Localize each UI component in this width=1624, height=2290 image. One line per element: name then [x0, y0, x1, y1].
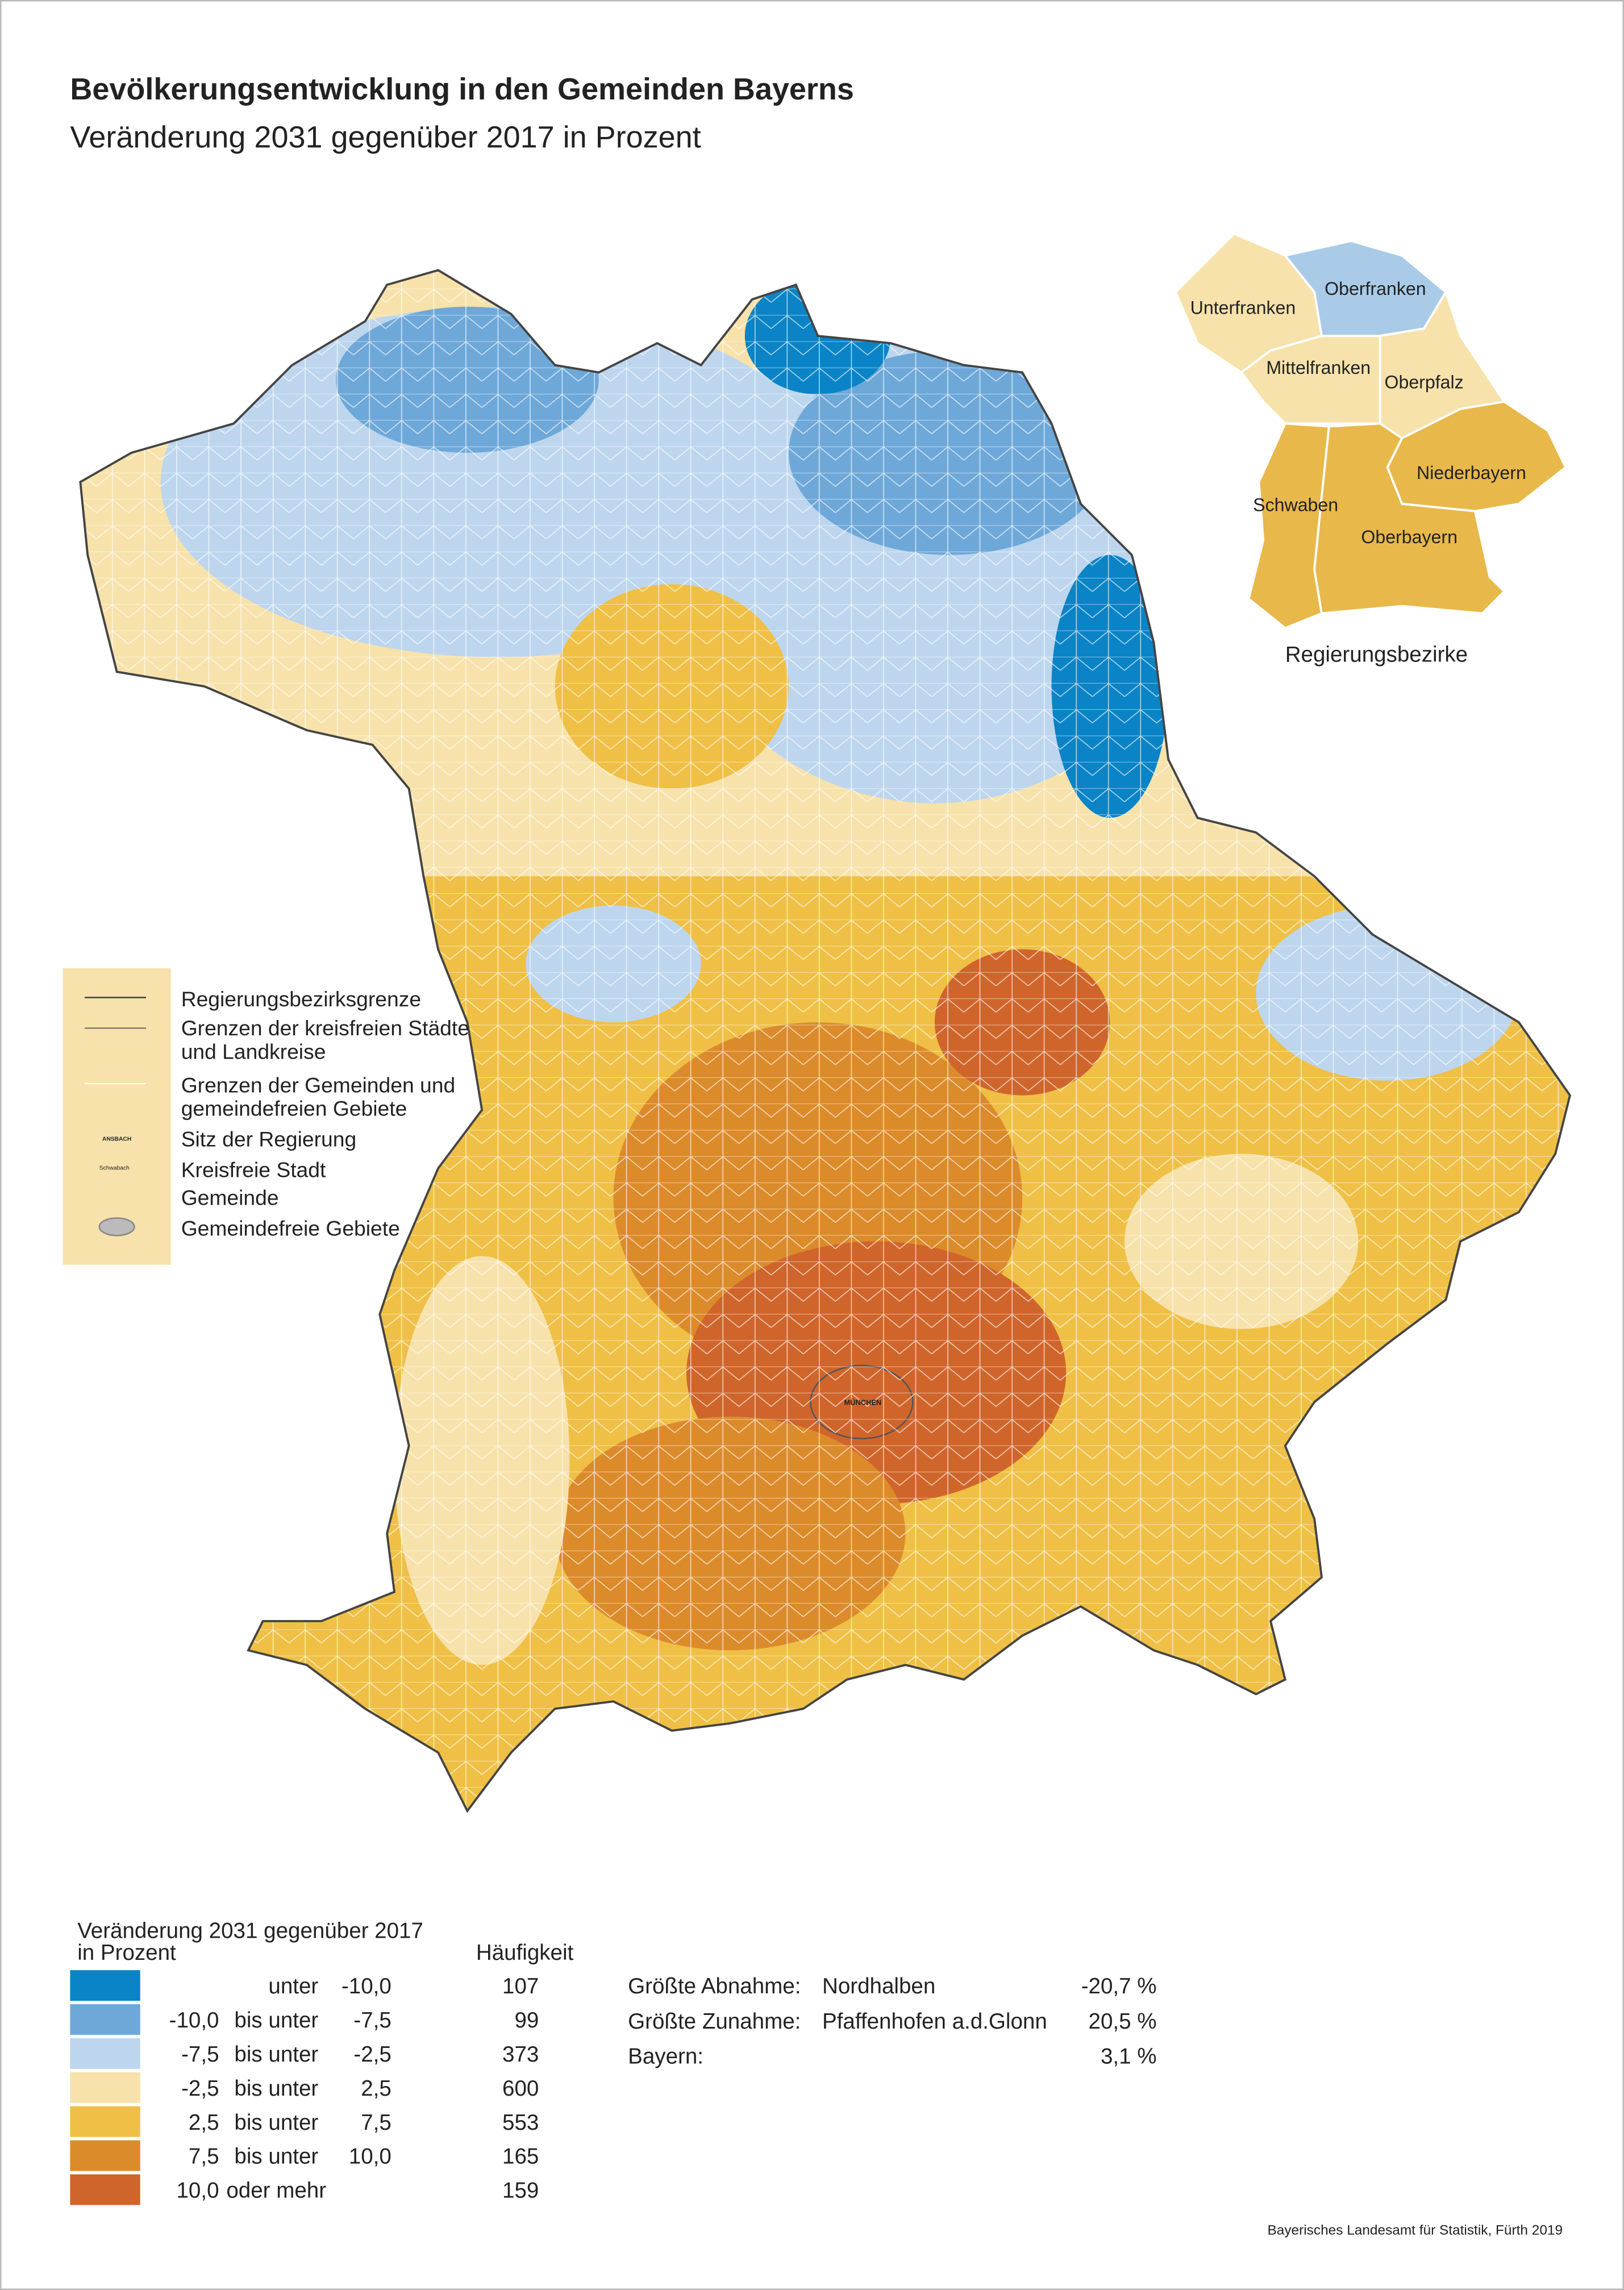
class-to: 10,0: [349, 2145, 392, 2169]
extreme-value: 20,5 %: [1089, 2009, 1157, 2034]
inset-region: [1313, 422, 1506, 615]
class-swatch: [70, 2174, 140, 2205]
class-to: 7,5: [361, 2110, 392, 2135]
region-label: Niederbayern: [1417, 463, 1526, 483]
extreme-value: 3,1 %: [1101, 2045, 1157, 2069]
class-count: 165: [502, 2145, 539, 2169]
region-label: Oberbayern: [1361, 527, 1458, 547]
class-from: -2,5: [181, 2076, 219, 2101]
class-to: -2,5: [353, 2042, 391, 2067]
extreme-name: Pfaffenhofen a.d.Glonn: [822, 2009, 1047, 2034]
extreme-label: Größte Zunahme:: [628, 2009, 801, 2034]
extremes: Größte Abnahme: Nordhalben -20,7 % Größt…: [628, 1974, 1156, 2068]
legend-label: Kreisfreie Stadt: [181, 1158, 326, 1182]
map-legend: Regierungsbezirksgrenze Grenzen der krei…: [181, 987, 469, 1240]
legend-label: Grenzen der kreisfreien Städte: [181, 1016, 469, 1040]
title: Bevölkerungsentwicklung in den Gemeinden…: [70, 72, 854, 106]
class-heading: in Prozent: [77, 1941, 176, 1965]
source: Bayerisches Landesamt für Statistik, Für…: [1267, 2222, 1563, 2238]
legend-label: Grenzen der Gemeinden und: [181, 1073, 455, 1097]
inset-map: [1174, 232, 1567, 630]
class-swatch: [70, 2004, 140, 2035]
class-to: 2,5: [361, 2076, 392, 2101]
class-swatch: [70, 2072, 140, 2103]
class-count: 159: [502, 2179, 539, 2203]
subtitle: Veränderung 2031 gegenüber 2017 in Proze…: [70, 120, 701, 155]
legend-label: gemeindefreien Gebiete: [181, 1097, 407, 1121]
extreme-name: Nordhalben: [822, 1974, 935, 1998]
class-count: 99: [514, 2008, 539, 2033]
class-swatch: [70, 2106, 140, 2137]
region-label: Oberpfalz: [1384, 372, 1463, 393]
map-legend-box: [63, 968, 171, 1265]
legend-label: und Landkreise: [181, 1039, 326, 1063]
class-swatch: [70, 1970, 140, 2001]
class-count: 553: [502, 2110, 539, 2135]
city-label: MÜNCHEN: [844, 1398, 882, 1406]
legend-symbol: Schwabach: [99, 1165, 130, 1172]
class-op: oder mehr: [226, 2179, 326, 2203]
class-op: bis unter: [234, 2110, 318, 2135]
class-from: 10,0: [176, 2179, 219, 2203]
region-label: Schwaben: [1253, 495, 1338, 515]
legend-label: Regierungsbezirksgrenze: [181, 987, 421, 1011]
class-op: bis unter: [234, 2008, 318, 2033]
class-count: 107: [502, 1974, 539, 1998]
class-from: 2,5: [189, 2110, 219, 2135]
region-label: Unterfranken: [1190, 298, 1296, 318]
class-rows: unter -10,0 107 -10,0 bis unter -7,5 99 -7,5 bis…: [70, 1970, 539, 2205]
class-to: -10,0: [342, 1974, 392, 1998]
class-op: bis unter: [234, 2042, 318, 2067]
legend-label: Gemeinde: [181, 1185, 279, 1209]
class-to: -7,5: [353, 2008, 391, 2033]
legend-label: Sitz der Regierung: [181, 1127, 357, 1151]
legend-symbol: [98, 1217, 135, 1236]
class-swatch: [70, 2140, 140, 2171]
class-op: bis unter: [234, 2145, 318, 2169]
class-op: bis unter: [234, 2076, 318, 2101]
count-heading: Häufigkeit: [476, 1941, 574, 1965]
class-count: 373: [502, 2042, 539, 2067]
class-heading: Veränderung 2031 gegenüber 2017: [77, 1919, 423, 1943]
class-op: unter: [268, 1974, 318, 1998]
class-swatch: [70, 2038, 140, 2069]
extreme-value: -20,7 %: [1081, 1974, 1157, 1998]
inset-labels: Unterfranken Oberfranken Mittelfranken O…: [1190, 278, 1526, 547]
legend-symbol: ANSBACH: [102, 1136, 131, 1142]
region-label: Mittelfranken: [1266, 357, 1371, 378]
class-from: -7,5: [181, 2042, 219, 2067]
inset-caption: Regierungsbezirke: [1285, 642, 1468, 667]
region-label: Oberfranken: [1325, 278, 1426, 299]
extreme-label: Bayern:: [628, 2045, 703, 2069]
class-legend: Veränderung 2031 gegenüber 2017 in Proze…: [77, 1919, 573, 1966]
class-from: 7,5: [189, 2145, 219, 2169]
class-from: -10,0: [169, 2008, 219, 2033]
legend-label: Gemeindefreie Gebiete: [181, 1216, 400, 1240]
class-count: 600: [502, 2076, 539, 2101]
extreme-label: Größte Abnahme:: [628, 1974, 801, 1998]
